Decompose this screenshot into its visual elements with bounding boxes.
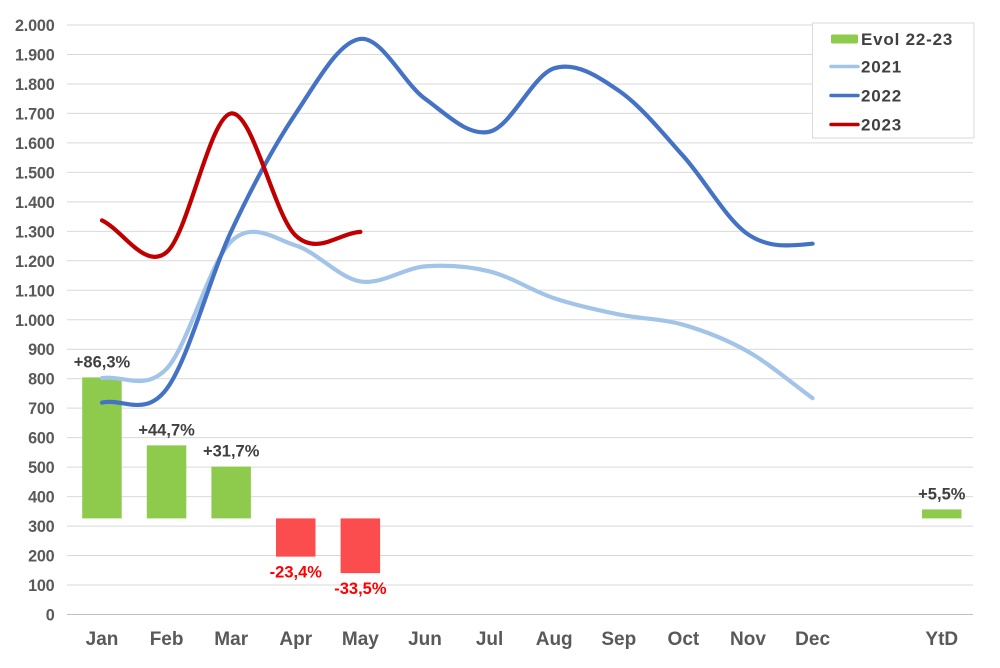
svg-text:2022: 2022 (861, 87, 902, 106)
svg-text:Aug: Aug (536, 629, 573, 650)
svg-text:Jun: Jun (408, 629, 442, 650)
svg-text:Mar: Mar (214, 629, 248, 650)
svg-text:Jan: Jan (86, 629, 119, 650)
svg-text:800: 800 (28, 371, 55, 389)
svg-text:300: 300 (28, 518, 55, 536)
svg-text:Dec: Dec (795, 629, 830, 650)
svg-text:Nov: Nov (730, 629, 766, 650)
svg-text:700: 700 (28, 400, 55, 418)
svg-text:1.100: 1.100 (15, 282, 55, 300)
svg-text:600: 600 (28, 430, 55, 448)
svg-text:1.200: 1.200 (15, 253, 55, 271)
svg-text:+31,7%: +31,7% (203, 443, 260, 461)
svg-text:1.800: 1.800 (15, 76, 55, 94)
svg-text:Jul: Jul (476, 629, 503, 650)
svg-text:2021: 2021 (861, 58, 902, 77)
svg-text:Feb: Feb (150, 629, 184, 650)
svg-text:1.900: 1.900 (15, 47, 55, 65)
svg-text:May: May (342, 629, 379, 650)
svg-text:2023: 2023 (861, 116, 902, 135)
svg-text:1.600: 1.600 (15, 135, 55, 153)
svg-text:1.700: 1.700 (15, 105, 55, 123)
svg-text:Evol 22-23: Evol 22-23 (861, 30, 953, 49)
svg-text:0: 0 (46, 607, 55, 625)
svg-text:2.000: 2.000 (15, 17, 55, 35)
svg-text:Oct: Oct (668, 629, 700, 650)
svg-text:-23,4%: -23,4% (270, 564, 323, 582)
svg-text:1.000: 1.000 (15, 312, 55, 330)
svg-text:+86,3%: +86,3% (74, 353, 131, 371)
svg-text:400: 400 (28, 489, 55, 507)
svg-text:-33,5%: -33,5% (334, 580, 387, 598)
svg-text:1.400: 1.400 (15, 194, 55, 212)
svg-text:100: 100 (28, 577, 55, 595)
svg-text:900: 900 (28, 341, 55, 359)
svg-text:500: 500 (28, 459, 55, 477)
svg-text:+5,5%: +5,5% (918, 485, 966, 503)
svg-text:Sep: Sep (601, 629, 636, 650)
svg-text:YtD: YtD (925, 629, 958, 650)
svg-text:1.500: 1.500 (15, 164, 55, 182)
svg-text:1.300: 1.300 (15, 223, 55, 241)
svg-text:Apr: Apr (279, 629, 312, 650)
svg-text:+44,7%: +44,7% (138, 421, 195, 439)
svg-text:200: 200 (28, 548, 55, 566)
